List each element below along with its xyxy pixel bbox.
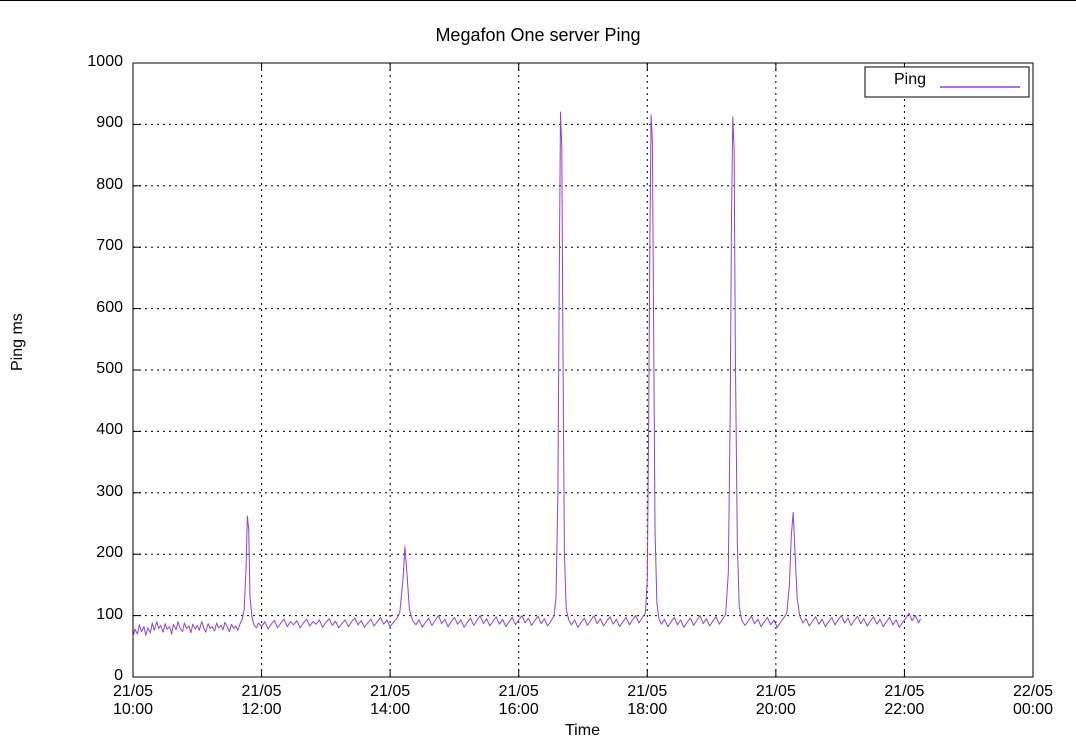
chart-container: Megafon One server Ping Ping ms Time 010… <box>0 0 1076 750</box>
chart-svg <box>0 1 1076 750</box>
legend-label: Ping <box>894 71 926 89</box>
chart-plot-area <box>0 1 1076 750</box>
